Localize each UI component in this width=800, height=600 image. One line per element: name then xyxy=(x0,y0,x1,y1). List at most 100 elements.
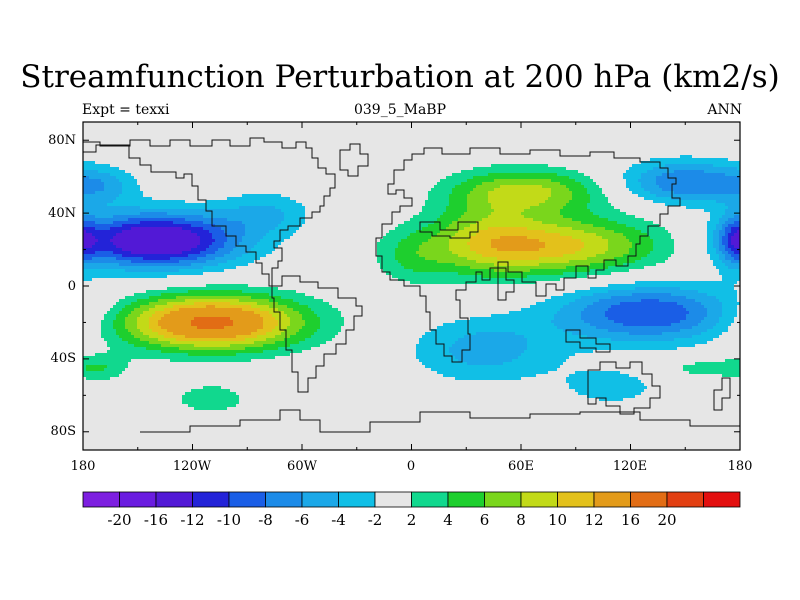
field-cell xyxy=(443,128,447,132)
field-cell xyxy=(482,188,486,192)
field-cell xyxy=(308,164,312,168)
field-cell xyxy=(563,149,567,153)
field-cell xyxy=(626,149,630,153)
field-cell xyxy=(164,134,168,138)
field-cell xyxy=(611,137,615,141)
field-cell xyxy=(137,185,141,189)
field-cell xyxy=(281,137,285,141)
field-cell xyxy=(320,137,324,141)
field-cell xyxy=(170,182,174,186)
field-cell xyxy=(206,161,210,165)
field-cell xyxy=(293,167,297,171)
field-cell xyxy=(311,152,315,156)
field-cell xyxy=(425,149,429,153)
field-cell xyxy=(692,173,696,177)
field-cell xyxy=(368,170,372,174)
field-cell xyxy=(467,185,471,189)
field-cell xyxy=(554,122,558,126)
field-cell xyxy=(557,134,561,138)
field-cell xyxy=(170,137,174,141)
field-cell xyxy=(506,131,510,135)
field-cell xyxy=(395,167,399,171)
field-cell xyxy=(305,122,309,126)
field-cell xyxy=(569,164,573,168)
field-cell xyxy=(314,143,318,147)
field-cell xyxy=(239,143,243,147)
field-cell xyxy=(500,188,504,192)
field-cell xyxy=(662,125,666,129)
field-cell xyxy=(230,164,234,168)
field-cell xyxy=(503,164,507,168)
field-cell xyxy=(401,158,405,162)
field-cell xyxy=(158,131,162,135)
field-cell xyxy=(578,155,582,159)
field-cell xyxy=(599,125,603,129)
field-cell xyxy=(626,140,630,144)
field-cell xyxy=(611,173,615,177)
field-cell xyxy=(146,185,150,189)
field-cell xyxy=(575,170,579,174)
field-cell xyxy=(503,167,507,171)
field-cell xyxy=(314,128,318,132)
field-cell xyxy=(146,146,150,150)
field-cell xyxy=(737,143,741,147)
field-cell xyxy=(296,170,300,174)
field-cell xyxy=(197,134,201,138)
field-cell xyxy=(605,185,609,189)
field-cell xyxy=(365,182,369,186)
field-cell xyxy=(671,173,675,177)
field-cell xyxy=(170,161,174,165)
field-cell xyxy=(596,179,600,183)
field-cell xyxy=(488,155,492,159)
field-cell xyxy=(500,182,504,186)
field-cell xyxy=(527,149,531,153)
field-cell xyxy=(488,158,492,162)
field-cell xyxy=(419,137,423,141)
field-cell xyxy=(431,131,435,135)
field-cell xyxy=(134,164,138,168)
field-cell xyxy=(380,131,384,135)
field-cell xyxy=(167,149,171,153)
field-cell xyxy=(296,125,300,129)
field-cell xyxy=(617,137,621,141)
field-cell xyxy=(665,164,669,168)
field-cell xyxy=(653,125,657,129)
period-label: ANN xyxy=(707,102,742,118)
field-cell xyxy=(101,173,105,177)
field-cell xyxy=(668,131,672,135)
field-cell xyxy=(623,152,627,156)
field-cell xyxy=(218,146,222,150)
field-cell xyxy=(215,164,219,168)
field-cell xyxy=(287,173,291,177)
field-cell xyxy=(401,170,405,174)
field-cell xyxy=(347,143,351,147)
field-cell xyxy=(476,182,480,186)
field-cell xyxy=(86,182,90,186)
field-cell xyxy=(446,128,450,132)
field-cell xyxy=(308,170,312,174)
field-cell xyxy=(323,164,327,168)
field-cell xyxy=(401,143,405,147)
field-cell xyxy=(677,125,681,129)
field-cell xyxy=(488,137,492,141)
field-cell xyxy=(326,140,330,144)
field-cell xyxy=(209,140,213,144)
field-cell xyxy=(389,155,393,159)
field-cell xyxy=(371,170,375,174)
field-cell xyxy=(347,140,351,144)
field-cell xyxy=(221,128,225,132)
field-cell xyxy=(101,137,105,141)
field-cell xyxy=(299,167,303,171)
field-cell xyxy=(311,170,315,174)
field-cell xyxy=(212,140,216,144)
field-cell xyxy=(545,176,549,180)
field-cell xyxy=(119,149,123,153)
field-cell xyxy=(440,173,444,177)
field-cell xyxy=(695,167,699,171)
field-cell xyxy=(134,143,138,147)
field-cell xyxy=(593,155,597,159)
field-cell xyxy=(236,182,240,186)
field-cell xyxy=(176,128,180,132)
field-cell xyxy=(266,161,270,165)
field-cell xyxy=(341,158,345,162)
